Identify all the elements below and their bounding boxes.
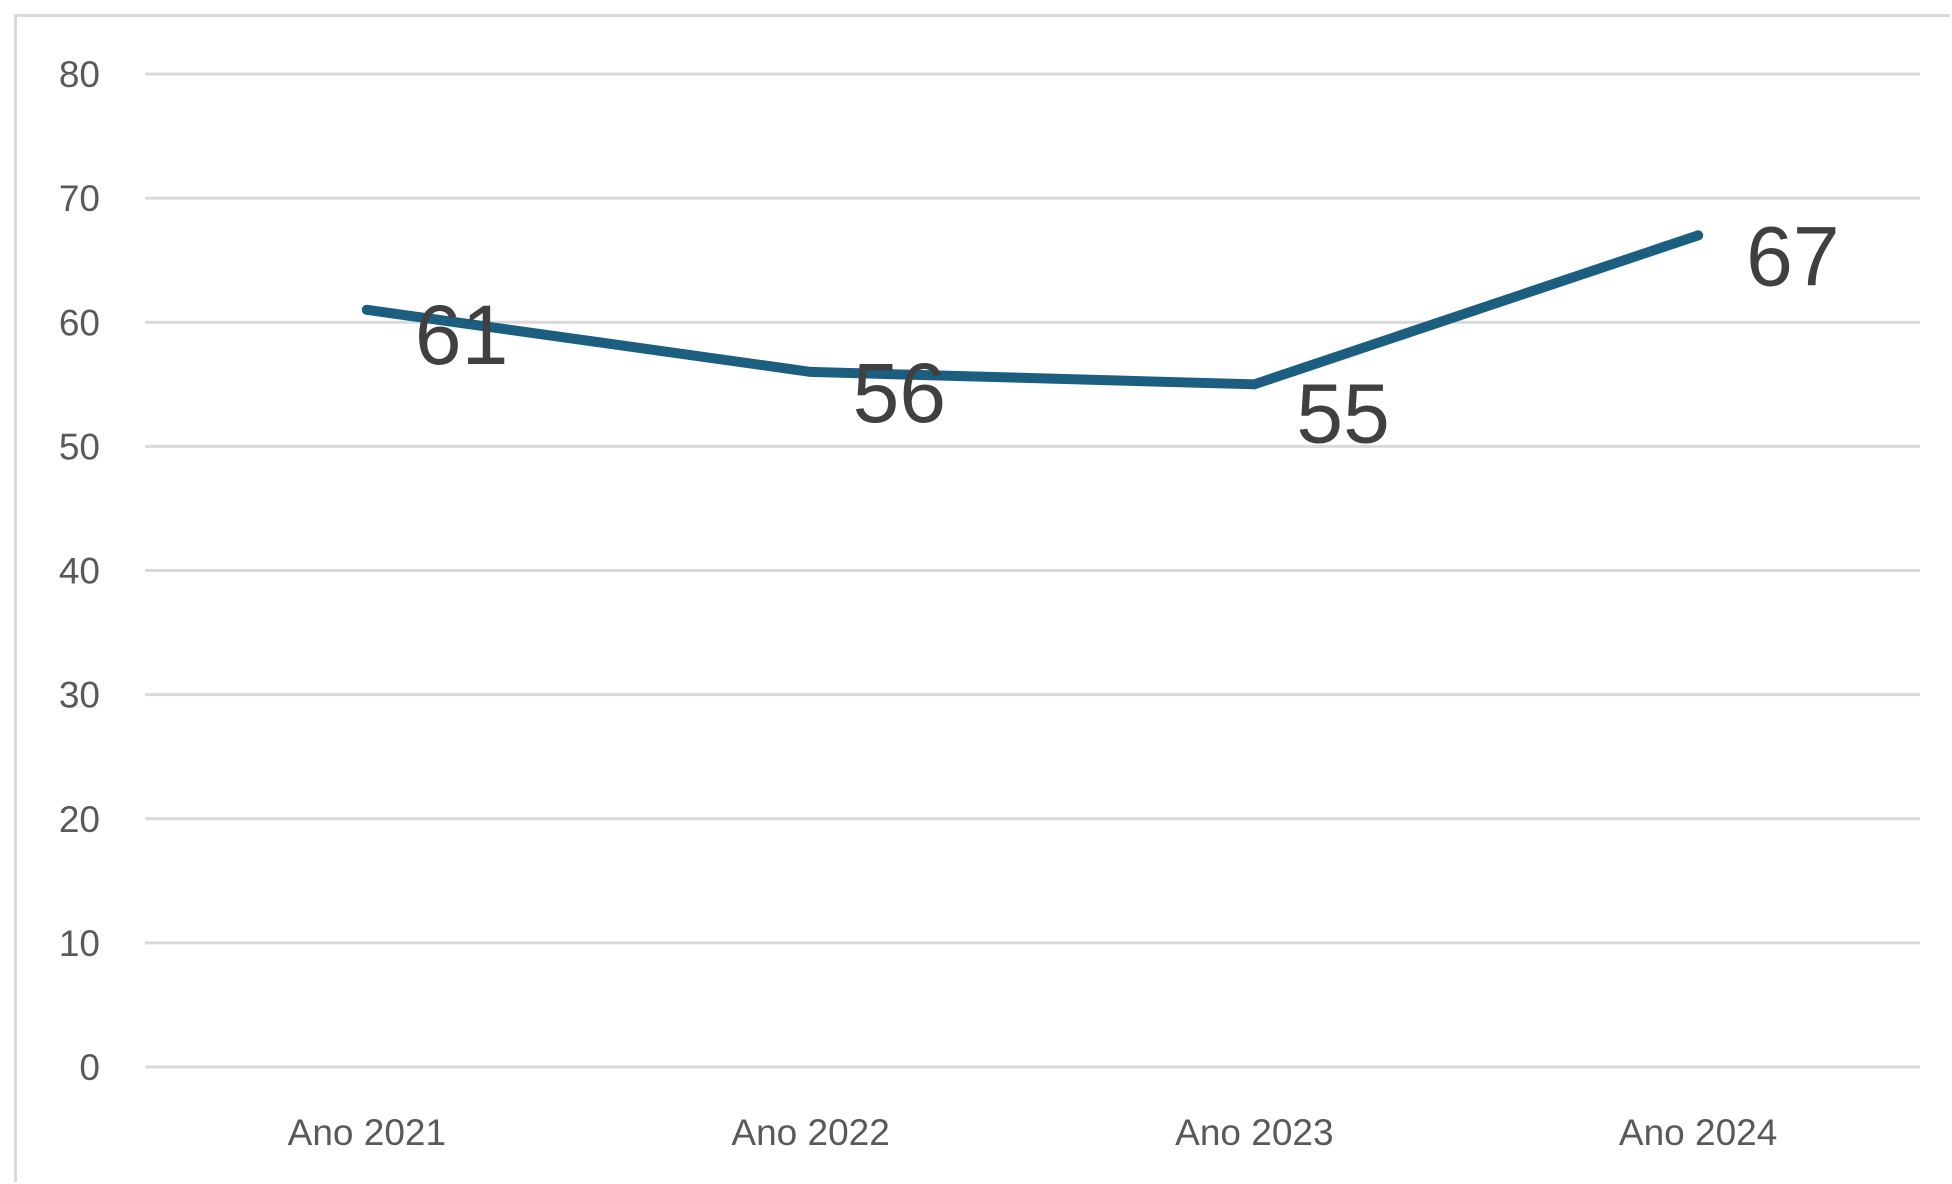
y-tick-label: 20: [59, 799, 100, 840]
series-line: [361, 230, 1704, 390]
data-point: [361, 304, 372, 315]
data-point: [805, 366, 816, 377]
data-point: [1693, 230, 1704, 241]
x-category-label: Ano 2022: [731, 1112, 889, 1153]
data-label: 67: [1746, 210, 1839, 304]
chart-frame: [14, 14, 1950, 1182]
y-tick-label: 30: [59, 675, 100, 716]
data-label: 56: [853, 346, 946, 440]
data-label: 61: [415, 288, 508, 382]
data-labels: 61 56 55 67: [415, 210, 1840, 461]
x-axis-category-labels: Ano 2021 Ano 2022 Ano 2023 Ano 2024: [288, 1112, 1778, 1153]
x-category-label: Ano 2021: [288, 1112, 446, 1153]
y-tick-label: 10: [59, 923, 100, 964]
y-axis-tick-labels: 0 10 20 30 40 50 60 70 80: [59, 54, 100, 1088]
x-category-label: Ano 2024: [1619, 1112, 1777, 1153]
data-label: 55: [1296, 367, 1389, 461]
y-tick-label: 50: [59, 426, 100, 467]
y-tick-label: 80: [59, 54, 100, 95]
y-tick-label: 0: [79, 1047, 100, 1088]
gridlines: [145, 72, 1920, 1069]
y-tick-label: 40: [59, 551, 100, 592]
y-tick-label: 60: [59, 302, 100, 343]
data-point: [1249, 379, 1260, 390]
y-tick-label: 70: [59, 178, 100, 219]
x-category-label: Ano 2023: [1175, 1112, 1333, 1153]
series-group: [361, 230, 1704, 390]
